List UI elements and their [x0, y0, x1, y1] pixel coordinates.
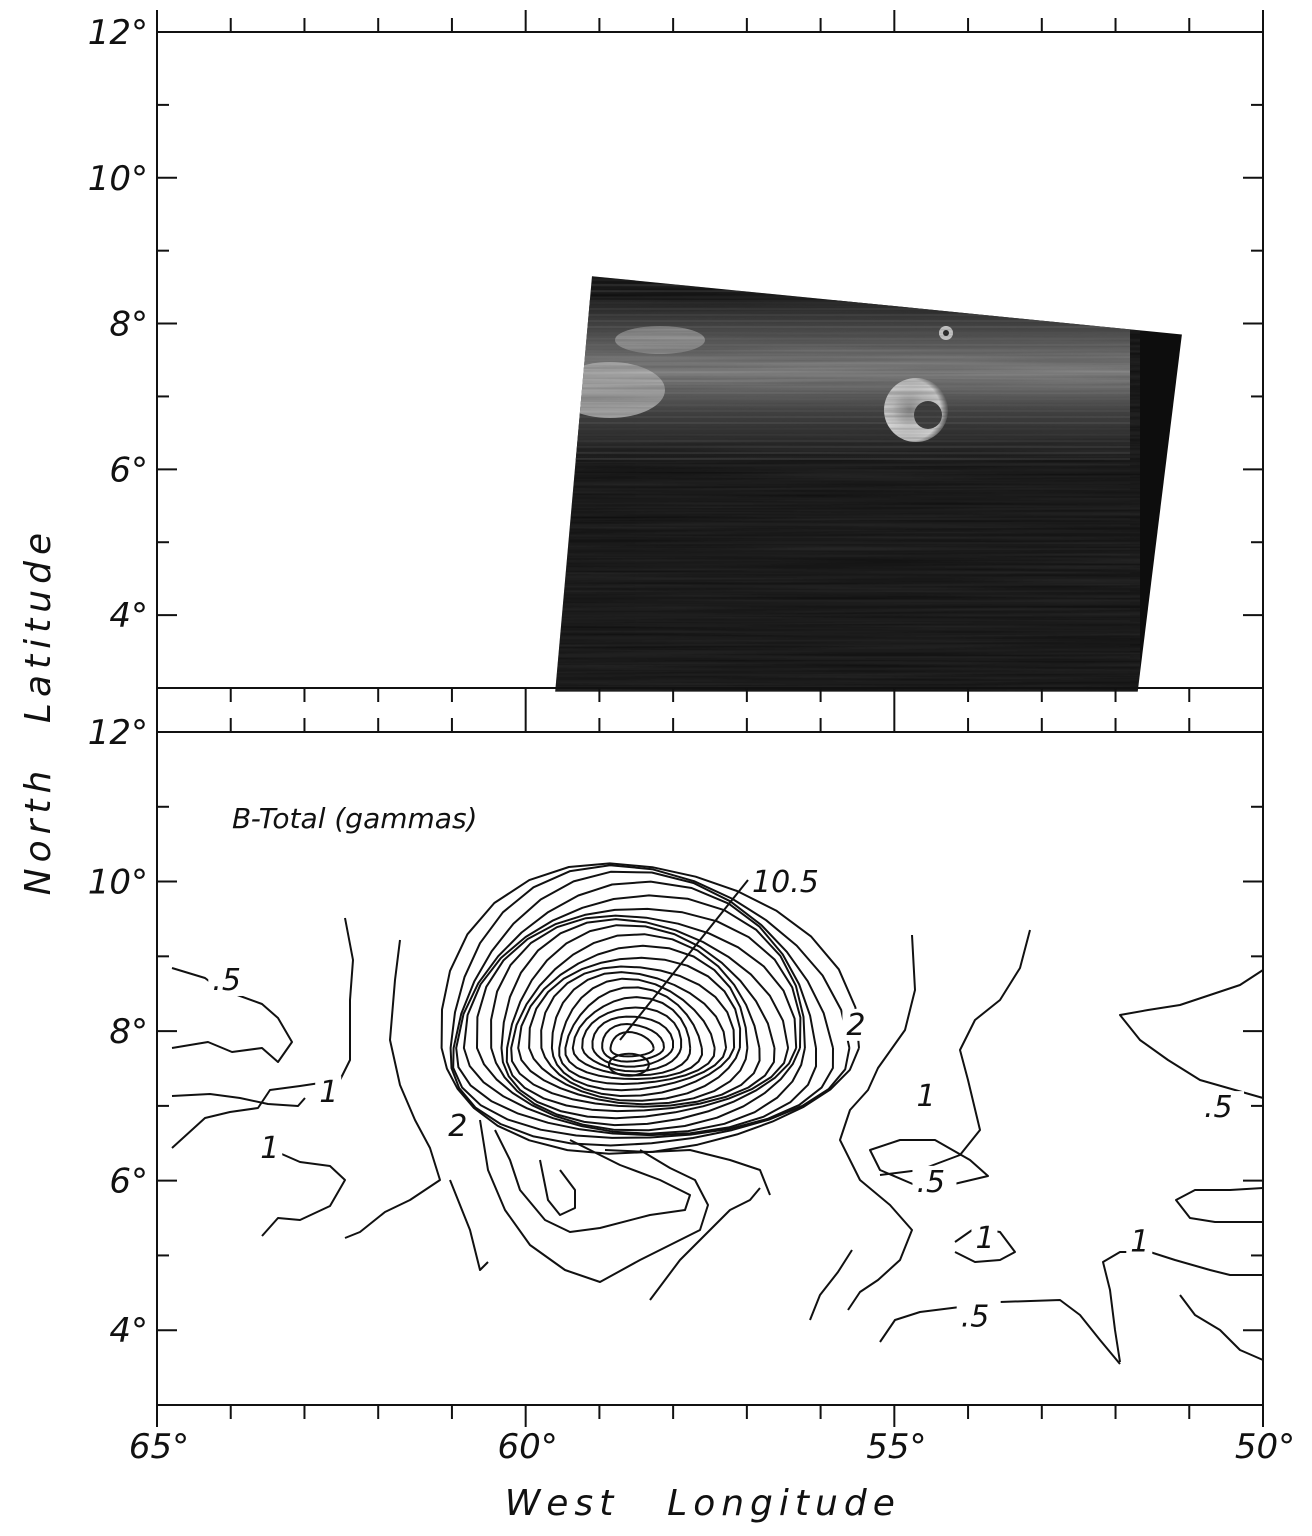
- contour-line: [479, 1119, 709, 1283]
- x-tick-label: 55°: [866, 1427, 926, 1467]
- contour-line: [494, 1129, 691, 1233]
- contour-line: [609, 1031, 655, 1058]
- contour-line: [591, 1015, 674, 1068]
- contour-line: [564, 986, 703, 1080]
- contour-label: .5: [916, 1165, 945, 1200]
- contour-line: [440, 862, 860, 1155]
- contour-line: [528, 956, 742, 1102]
- contour-line: [809, 1249, 853, 1321]
- contour-label-bg: [208, 963, 253, 996]
- image-grain: [555, 276, 1140, 692]
- panel-title: B-Total (gammas): [232, 802, 477, 835]
- x-axis-title-west: West: [505, 1483, 620, 1524]
- contour-line: [550, 971, 728, 1092]
- contour-label: 1: [1130, 1225, 1149, 1260]
- top-panel: 12° 10° 8° 6° 4°: [88, 10, 1264, 710]
- contour-label: .5: [212, 963, 241, 998]
- y-tick-label: 6°: [109, 1162, 148, 1202]
- bottom-frame: [156, 731, 1264, 1406]
- contour-line: [558, 977, 716, 1085]
- contour-line: [500, 918, 790, 1120]
- contour-labels: .5 1 1 2 2 1 .5 1 .5 .5 1: [208, 963, 1245, 1334]
- peak-label: 10.5: [752, 865, 819, 900]
- contour-line: [879, 929, 1031, 1176]
- contour-label: 2: [846, 1008, 865, 1043]
- top-y-tick-labels: 12° 10° 8° 6° 4°: [88, 13, 148, 636]
- y-tick-label: 12°: [88, 713, 148, 753]
- y-tick-label: 12°: [88, 13, 148, 53]
- top-frame: [156, 31, 1264, 689]
- y-tick-label: 6°: [109, 450, 148, 490]
- contour-label: 2: [448, 1109, 467, 1144]
- contour-lines: [171, 862, 1264, 1365]
- contour-label: 1: [975, 1221, 994, 1256]
- contour-label-bg: [1200, 1091, 1245, 1124]
- y-tick-label: 10°: [88, 863, 148, 903]
- contour-label: 1: [916, 1079, 935, 1114]
- contour-line: [539, 1159, 576, 1216]
- contour-line: [571, 996, 692, 1077]
- y-tick-label: 4°: [109, 1311, 148, 1351]
- contour-line: [517, 944, 749, 1106]
- contour-line: [344, 939, 441, 1239]
- contour-label: 1: [319, 1075, 338, 1110]
- contour-line: [879, 1299, 1121, 1365]
- contour-label-bg: [912, 1079, 939, 1112]
- y-tick-label: 8°: [109, 1012, 148, 1052]
- x-axis-title-longitude: Longitude: [667, 1483, 901, 1524]
- contour-line: [839, 934, 916, 1311]
- contour-label-bg: [842, 1008, 869, 1041]
- contour-line: [540, 965, 736, 1097]
- contour-label-bg: [1126, 1225, 1153, 1258]
- contour-label: 1: [260, 1131, 279, 1166]
- contour-line: [510, 933, 761, 1108]
- bottom-ticks: [156, 710, 1264, 1427]
- contour-label-bg: [956, 1300, 1001, 1333]
- contour-line: [505, 924, 776, 1113]
- contour-line: [1179, 1294, 1264, 1361]
- contour-line: [1102, 1251, 1263, 1363]
- y-tick-label: 10°: [88, 159, 148, 199]
- contour-line: [171, 1093, 306, 1107]
- y-axis-title-latitude: Latitude: [18, 527, 59, 723]
- contour-label-bg: [444, 1109, 471, 1142]
- contour-label: .5: [961, 1299, 990, 1334]
- contour-line: [171, 917, 354, 1149]
- contour-line: [449, 1179, 489, 1271]
- y-axis-title-north: North: [18, 765, 59, 896]
- bottom-y-tick-labels: 12° 10° 8° 6° 4°: [88, 713, 148, 1351]
- y-tick-label: 8°: [109, 305, 148, 345]
- contour-line: [476, 907, 802, 1132]
- image-texture: [555, 276, 1140, 692]
- contour-label-bg: [256, 1132, 283, 1165]
- contour-line: [261, 1147, 346, 1237]
- bottom-panel: 12° 10° 8° 6° 4° 65° 60° 55° 50° B-Total (gamma…: [88, 710, 1295, 1467]
- contour-line: [649, 1187, 761, 1301]
- contour-line: [869, 1139, 989, 1186]
- contour-label: .5: [1204, 1090, 1233, 1125]
- x-tick-label: 65°: [129, 1427, 189, 1467]
- y-tick-label: 4°: [109, 596, 148, 636]
- contour-label-bg: [971, 1221, 998, 1254]
- peak-contour: [607, 1052, 650, 1077]
- contour-line: [581, 1006, 683, 1073]
- orbiter-image: [555, 276, 1182, 692]
- x-tick-label: 60°: [498, 1427, 558, 1467]
- x-tick-labels: 65° 60° 55° 50°: [129, 1427, 1295, 1467]
- contour-line: [604, 1149, 771, 1196]
- contour-label-bg: [912, 1165, 957, 1198]
- contour-line: [1175, 1187, 1264, 1223]
- top-ticks: [156, 10, 1264, 710]
- contour-label-bg: [315, 1076, 342, 1109]
- x-tick-label: 50°: [1235, 1427, 1295, 1467]
- peak-leader-line: [619, 879, 749, 1041]
- contour-line: [1119, 969, 1264, 1099]
- contour-line: [490, 914, 798, 1127]
